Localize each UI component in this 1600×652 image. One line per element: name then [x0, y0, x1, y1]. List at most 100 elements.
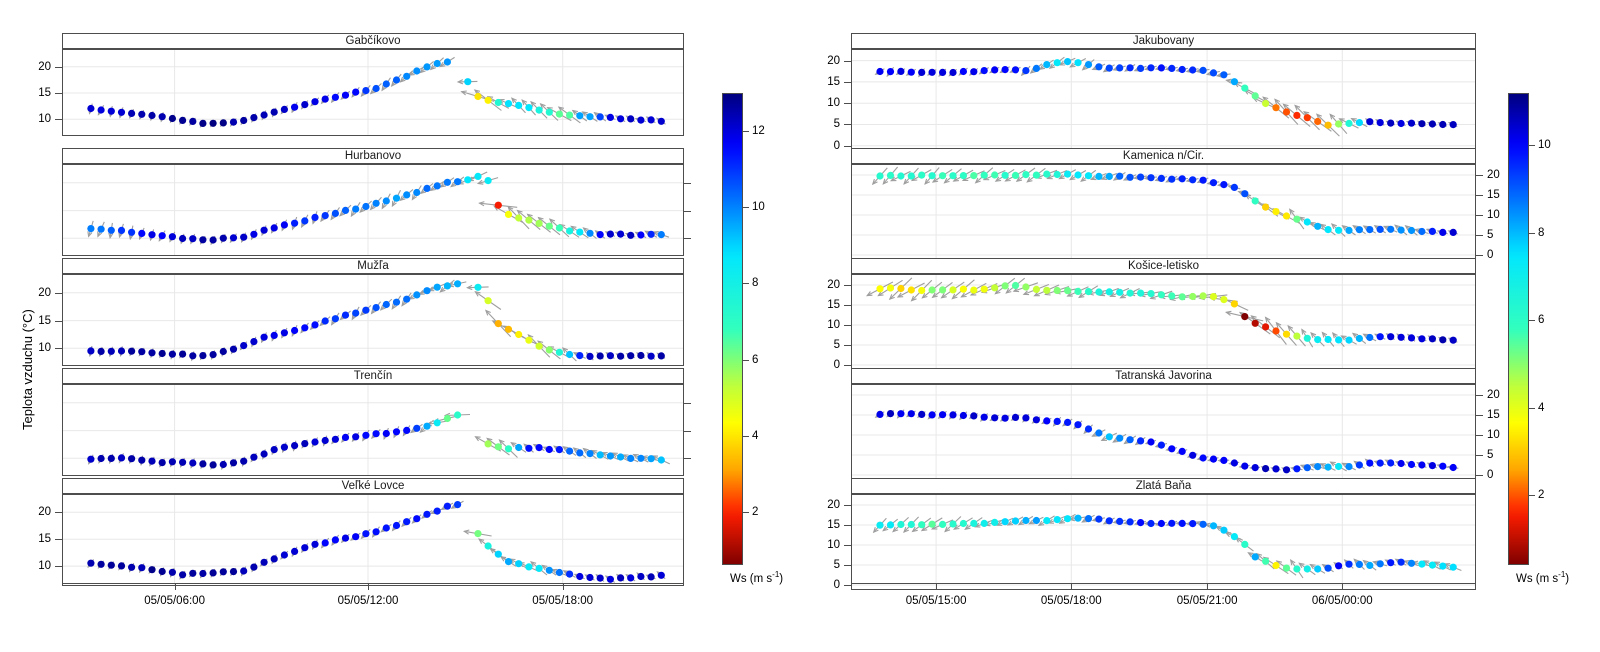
- y-tick-label: 10: [1487, 429, 1500, 441]
- colorbar-title-exponent: -1: [1558, 570, 1566, 579]
- panel-title: Veľké Lovce: [341, 480, 405, 492]
- colorbar-tick-mark: [1529, 145, 1535, 147]
- y-tick-label: 15: [827, 75, 840, 88]
- y-tick-label: 5: [833, 118, 840, 131]
- colorbar-tick-label: 8: [1538, 226, 1545, 239]
- y-tick-mark: [844, 305, 851, 306]
- panel-title: Mužľa: [357, 260, 389, 272]
- panel-strip-4: Trenčín: [62, 368, 684, 384]
- y-tick-mark: [1476, 255, 1483, 256]
- y-tick-label: 20: [38, 286, 51, 299]
- y-tick-mark: [1476, 395, 1483, 396]
- panel-title: Gabčíkovo: [345, 35, 401, 47]
- panel-plot-area-4: [851, 384, 1476, 480]
- y-tick-mark: [55, 93, 62, 95]
- y-tick-mark: [55, 66, 62, 68]
- y-tick-mark: [844, 81, 851, 83]
- y-tick-mark: [684, 238, 691, 240]
- colorbar-tick-label: 10: [1538, 139, 1551, 152]
- panel-plot-area-5: [62, 494, 684, 586]
- y-tick-mark: [684, 430, 691, 432]
- x-tick-mark: [1071, 583, 1073, 590]
- y-tick-label: 20: [827, 54, 840, 67]
- y-tick-label: 20: [38, 60, 51, 73]
- y-tick-label: 20: [1487, 389, 1500, 401]
- x-axis-line: [851, 583, 1476, 584]
- panel-strip-5: Zlatá Baňa: [851, 478, 1476, 494]
- y-tick-mark: [55, 348, 62, 350]
- y-tick-label: 0: [1487, 469, 1494, 481]
- x-tick-label: 06/05/00:00: [1311, 595, 1373, 607]
- y-tick-label: 15: [38, 533, 51, 546]
- colorbar-tick-label: 6: [752, 353, 759, 366]
- y-tick-mark: [684, 402, 691, 404]
- y-tick-mark: [844, 345, 851, 346]
- y-tick-mark: [55, 320, 62, 322]
- x-tick-label: 05/05/15:00: [905, 595, 967, 607]
- y-tick-mark: [1476, 435, 1483, 436]
- panel-strip-2: Kamenica n/Cir.: [851, 148, 1476, 164]
- x-tick-mark: [1342, 583, 1344, 590]
- y-tick-label: 20: [827, 499, 840, 511]
- colorbar-tick-label: 8: [752, 277, 759, 290]
- y-tick-label: 10: [827, 319, 840, 331]
- panel-canvas: [852, 50, 1475, 150]
- y-tick-label: 15: [1487, 409, 1500, 421]
- y-tick-mark: [1476, 235, 1483, 236]
- y-tick-mark: [55, 119, 62, 121]
- panel-strip-3: Mužľa: [62, 258, 684, 274]
- y-tick-label: 5: [833, 339, 840, 351]
- panel-plot-area-3: [851, 274, 1476, 370]
- x-tick-mark: [1207, 583, 1209, 590]
- y-tick-label: 15: [827, 299, 840, 311]
- y-tick-label: 0: [833, 359, 840, 371]
- panel-plot-area-1: [62, 49, 684, 136]
- y-tick-label: 15: [827, 519, 840, 531]
- colorbar: [722, 93, 743, 565]
- colorbar-tick-mark: [743, 435, 749, 437]
- right-multipanel-plot: Jakubovany 0 5 10 15 20 Kamenica n/Cir. 0 5 10 15 2…: [800, 0, 1600, 652]
- y-tick-label: 20: [827, 279, 840, 291]
- y-tick-mark: [55, 539, 62, 541]
- colorbar-tick-label: 4: [752, 429, 759, 442]
- panel-title: Kamenica n/Cir.: [1122, 150, 1205, 162]
- colorbar-tick-label: 2: [752, 505, 759, 518]
- panel-canvas: [852, 275, 1475, 369]
- x-tick-label: 05/05/18:00: [532, 595, 594, 607]
- colorbar-tick-label: 12: [752, 125, 765, 138]
- y-tick-label: 15: [38, 314, 51, 327]
- y-tick-mark: [1476, 175, 1483, 176]
- y-tick-mark: [1476, 215, 1483, 216]
- panel-title: Trenčín: [353, 370, 393, 382]
- y-tick-mark: [684, 458, 691, 460]
- y-tick-mark: [1476, 415, 1483, 416]
- panel-plot-area-2: [851, 164, 1476, 260]
- colorbar-title-exponent: -1: [772, 570, 780, 579]
- colorbar-tick-label: 4: [1538, 401, 1545, 414]
- panel-strip-2: Hurbanovo: [62, 148, 684, 164]
- panel-canvas: [63, 165, 683, 255]
- y-tick-mark: [1476, 475, 1483, 476]
- y-tick-label: 10: [38, 342, 51, 355]
- colorbar-tick-label: 6: [1538, 314, 1545, 327]
- colorbar-title: Ws (m s-1): [1516, 570, 1570, 585]
- colorbar-tick-label: 2: [1538, 489, 1545, 502]
- y-tick-mark: [844, 525, 851, 526]
- y-tick-mark: [1476, 195, 1483, 196]
- y-tick-mark: [844, 103, 851, 105]
- y-tick-label: 0: [833, 139, 840, 152]
- y-tick-mark: [844, 325, 851, 326]
- colorbar-tick-mark: [1529, 320, 1535, 322]
- colorbar-tick-mark: [1529, 407, 1535, 409]
- x-axis-line: [62, 583, 684, 584]
- panel-plot-area-2: [62, 164, 684, 256]
- x-tick-mark: [936, 583, 938, 590]
- panel-title: Košice-letisko: [1128, 260, 1199, 272]
- colorbar: [1508, 93, 1529, 565]
- y-tick-label: 10: [38, 560, 51, 573]
- panel-title: Hurbanovo: [344, 150, 402, 162]
- x-tick-mark: [174, 583, 176, 590]
- panel-canvas: [63, 275, 683, 365]
- left-multipanel-plot: Gabčíkovo 10 15 20 Hurbanovo Mužľa 10 15 20 Trenč…: [38, 33, 783, 607]
